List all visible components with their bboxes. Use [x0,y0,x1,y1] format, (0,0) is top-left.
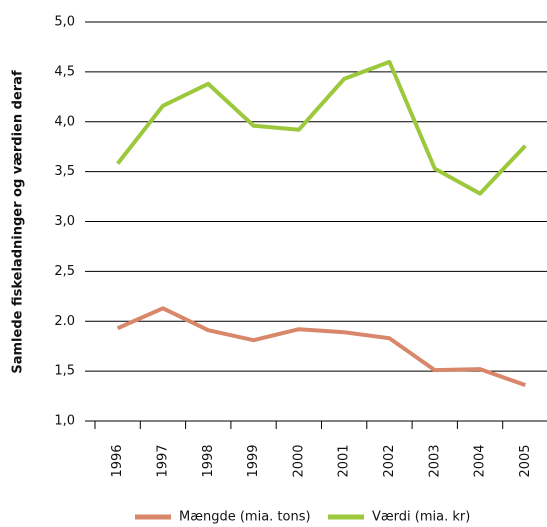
y-tick-label: 3,0 [54,214,75,229]
y-tick-label: 1,0 [54,414,75,429]
x-tick-label: 1996 [110,444,125,477]
x-tick-label: 2005 [518,444,533,477]
y-tick-label: 4,5 [54,64,75,79]
x-tick-label: 2004 [473,444,488,477]
x-tick-label: 2002 [382,444,397,477]
x-tick-label: 1999 [246,444,261,477]
y-tick-label: 2.0 [54,314,75,329]
y-tick-label: 3,5 [54,164,75,179]
y-tick-label: 2,5 [54,264,75,279]
x-tick-label: 1998 [201,444,216,477]
series-line [116,59,527,196]
y-tick-label: 1,5 [54,364,75,379]
y-tick-label: 4,0 [54,114,75,129]
y-tick-label: 5,0 [54,15,75,30]
series-line [116,306,527,387]
legend-label: Værdi (mia. kr) [372,510,470,525]
x-tick-label: 2003 [427,444,442,477]
x-tick-label: 1997 [155,444,170,477]
x-tick-label: 2001 [337,444,352,477]
y-axis-label: Samlede fiskeladninger og værdien deraf [11,70,26,374]
x-tick-label: 2000 [291,444,306,477]
legend-label: Mængde (mia. tons) [179,510,311,525]
